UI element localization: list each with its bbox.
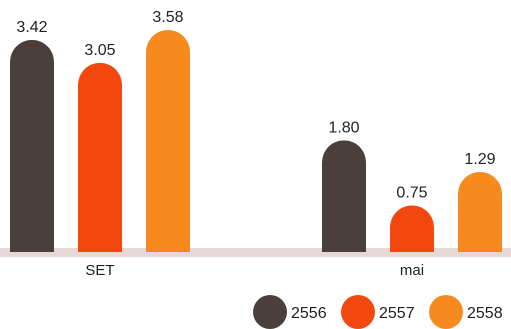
legend-label-2556: 2556 bbox=[291, 305, 327, 322]
baseline bbox=[0, 248, 511, 257]
legend: 2556 2557 2558 bbox=[253, 295, 503, 329]
value-label-set-2556: 3.42 bbox=[16, 19, 47, 36]
category-label-set: SET bbox=[85, 262, 114, 279]
bar-mai-2557 bbox=[390, 205, 434, 252]
value-label-set-2557: 3.05 bbox=[84, 42, 115, 59]
bar-set-2557 bbox=[78, 62, 122, 253]
bar-mai-2558 bbox=[458, 172, 502, 252]
legend-swatch-2557 bbox=[341, 295, 375, 329]
labels-layer: 3.42 3.05 3.58 SET 1.80 0.75 1.29 mai bbox=[16, 9, 495, 279]
legend-swatch-2558 bbox=[429, 295, 463, 329]
bar-set-2558 bbox=[146, 30, 190, 252]
bars-layer bbox=[10, 30, 502, 253]
legend-label-2557: 2557 bbox=[379, 305, 415, 322]
legend-label-2558: 2558 bbox=[467, 305, 503, 322]
value-label-mai-2557: 0.75 bbox=[396, 184, 427, 201]
value-label-set-2558: 3.58 bbox=[152, 9, 183, 26]
value-label-mai-2558: 1.29 bbox=[464, 151, 495, 168]
value-label-mai-2556: 1.80 bbox=[328, 119, 359, 136]
legend-swatch-2556 bbox=[253, 295, 287, 329]
bar-mai-2556 bbox=[322, 140, 366, 252]
bar-set-2556 bbox=[10, 39, 54, 253]
category-label-mai: mai bbox=[400, 262, 424, 279]
